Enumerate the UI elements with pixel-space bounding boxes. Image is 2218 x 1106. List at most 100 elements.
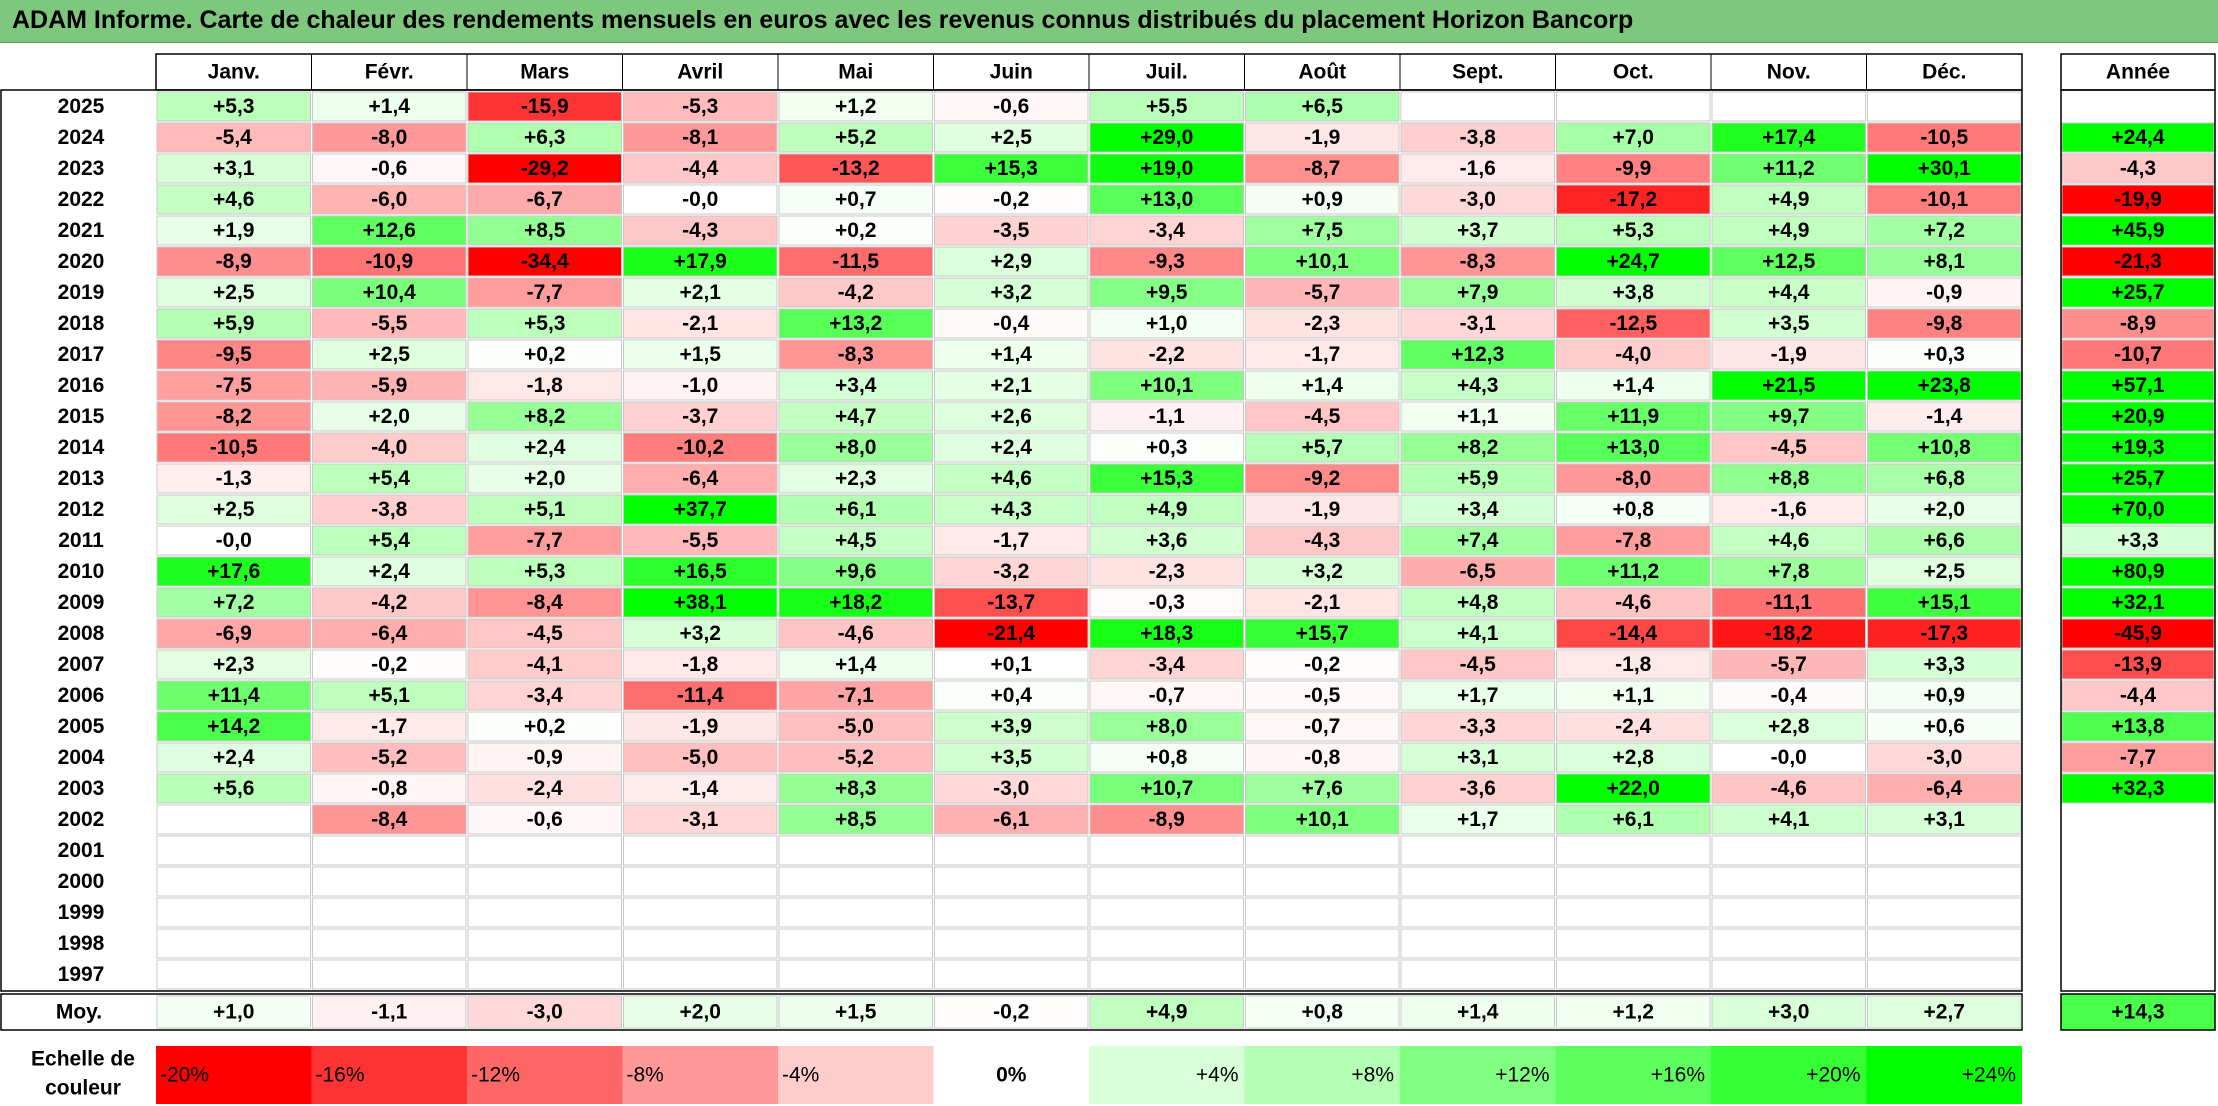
heatmap-cell — [1400, 184, 1555, 215]
scale-swatch — [933, 1046, 1089, 1104]
cell-value: -9,9 — [1615, 157, 1651, 180]
cell-value: +1,4 — [369, 95, 411, 118]
scale-swatch — [1089, 1046, 1245, 1104]
scale-swatch — [467, 1046, 623, 1104]
heatmap-cell — [778, 370, 933, 401]
heatmap-cell — [1245, 804, 1400, 835]
cell-value: +23,8 — [1918, 374, 1971, 397]
heatmap-cell — [623, 308, 778, 339]
heatmap-cell — [1711, 711, 1866, 742]
heatmap-cell — [1089, 246, 1244, 277]
heatmap-cell — [1245, 711, 1400, 742]
heatmap-cell — [467, 587, 622, 618]
heatmap-cell — [778, 866, 933, 897]
heatmap-cell — [1711, 463, 1866, 494]
average-value: +0,8 — [1302, 1001, 1344, 1024]
heatmap-cell — [1556, 277, 1711, 308]
cell-value: -3,8 — [371, 498, 408, 521]
cell-value: +21,5 — [1762, 374, 1815, 397]
heatmap-cell — [1400, 649, 1555, 680]
heatmap-cell — [1400, 556, 1555, 587]
heatmap-cell — [1245, 339, 1400, 370]
heatmap-cell — [934, 835, 1089, 866]
month-header-11: Nov. — [1767, 61, 1811, 84]
cell-value: -4,4 — [682, 157, 719, 180]
average-value: -1,1 — [371, 1001, 408, 1024]
cell-value: +0,2 — [524, 343, 565, 366]
annual-value: +24,4 — [2111, 126, 2164, 149]
scale-swatch — [778, 1046, 934, 1104]
heatmap-cell — [623, 866, 778, 897]
cell-value: -6,1 — [993, 808, 1030, 831]
heatmap-cell — [934, 928, 1089, 959]
heatmap-cell — [467, 897, 622, 928]
cell-value: -4,2 — [371, 591, 407, 614]
annual-cell — [2061, 680, 2215, 711]
heatmap-cell — [1089, 742, 1244, 773]
average-cell — [1556, 995, 1711, 1029]
heatmap-cell — [156, 122, 311, 153]
cell-value: +2,5 — [213, 281, 255, 304]
heatmap-cell — [623, 618, 778, 649]
cell-value: +4,9 — [1146, 498, 1187, 521]
annual-cell — [2061, 277, 2215, 308]
cell-value: +2,4 — [213, 746, 255, 769]
cell-value: +3,4 — [835, 374, 877, 397]
heatmap-cell — [1089, 525, 1244, 556]
heatmap-cell — [312, 277, 467, 308]
heatmap-cell — [467, 463, 622, 494]
scale-label: 0% — [996, 1064, 1027, 1087]
cell-value: -8,1 — [682, 126, 719, 149]
cell-value: -0,6 — [527, 808, 563, 831]
heatmap-cell — [1089, 122, 1244, 153]
heatmap-cell — [1400, 773, 1555, 804]
cell-value: -0,2 — [1304, 653, 1340, 676]
cell-value: +4,6 — [1768, 529, 1809, 552]
cell-value: +3,2 — [991, 281, 1032, 304]
annual-cell — [2061, 370, 2215, 401]
heatmap-cell — [1400, 401, 1555, 432]
heatmap-cell — [156, 525, 311, 556]
heatmap-cell — [623, 122, 778, 153]
annual-value: -4,3 — [2120, 157, 2156, 180]
heatmap-cell — [1089, 463, 1244, 494]
cell-value: +2,8 — [1613, 746, 1655, 769]
heatmap-cell — [312, 494, 467, 525]
cell-value: +5,2 — [835, 126, 876, 149]
heatmap-cell — [778, 277, 933, 308]
cell-value: +13,0 — [1607, 436, 1660, 459]
heatmap-cell — [1400, 277, 1555, 308]
average-value: +1,2 — [1613, 1001, 1654, 1024]
annual-cell — [2061, 215, 2215, 246]
heatmap-cell — [934, 277, 1089, 308]
heatmap-cell — [467, 835, 622, 866]
cell-value: -5,0 — [838, 715, 874, 738]
cell-value: +0,8 — [1146, 746, 1188, 769]
cell-value: -8,3 — [1460, 250, 1496, 273]
year-label: 2018 — [58, 312, 105, 335]
cell-value: +4,5 — [835, 529, 877, 552]
heatmap-cell — [312, 122, 467, 153]
cell-value: +0,1 — [991, 653, 1033, 676]
heatmap-cell — [467, 866, 622, 897]
annual-cell — [2061, 587, 2215, 618]
heatmap-cell — [1089, 680, 1244, 711]
month-header-4: Avril — [677, 61, 723, 84]
cell-value: +17,6 — [207, 560, 260, 583]
heatmap-cell — [778, 494, 933, 525]
cell-value: -10,2 — [676, 436, 724, 459]
cell-value: -1,7 — [1304, 343, 1340, 366]
heatmap-cell — [156, 153, 311, 184]
heatmap-cell — [934, 680, 1089, 711]
annual-cell — [2061, 308, 2215, 339]
cell-value: +0,3 — [1924, 343, 1965, 366]
year-label: 2025 — [58, 95, 105, 118]
heatmap-cell — [1089, 711, 1244, 742]
heatmap-cell — [778, 587, 933, 618]
month-header-8: Août — [1298, 61, 1346, 84]
year-label: 2009 — [58, 591, 105, 614]
heatmap-cell — [1867, 587, 2022, 618]
heatmap-cell — [934, 711, 1089, 742]
heatmap-cell — [312, 587, 467, 618]
heatmap-cell — [778, 463, 933, 494]
